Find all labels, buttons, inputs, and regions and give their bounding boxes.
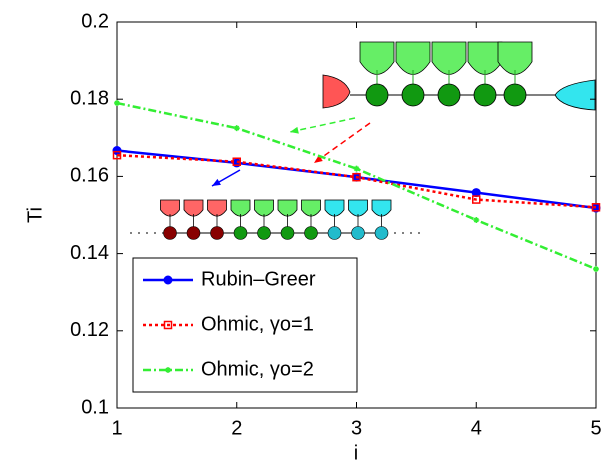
arrow-head: [290, 126, 299, 134]
legend-label: Ohmic, γo=2: [201, 358, 314, 380]
chain-mass: [437, 83, 461, 107]
arrow-head: [212, 178, 221, 186]
marker: [472, 195, 481, 204]
bath-cup: [254, 199, 274, 217]
chain-mass: [280, 226, 295, 240]
bath-cup: [497, 41, 533, 75]
bath-cup: [277, 199, 298, 217]
x-tick-label: 4: [471, 417, 482, 439]
chain-mass: [304, 226, 318, 240]
bath-cup: [431, 41, 467, 75]
bath-cup: [324, 199, 345, 217]
marker: [163, 320, 173, 330]
right-bath: [554, 79, 596, 111]
y-tick-label: 0.2: [81, 10, 109, 32]
x-axis-label: i: [354, 442, 358, 464]
x-tick-label: 3: [351, 417, 362, 439]
y-tick-label: 0.12: [70, 319, 109, 341]
marker: [233, 125, 240, 132]
bath-cup: [395, 41, 431, 75]
bath-cup: [230, 199, 251, 217]
pointer-arrow: [289, 117, 356, 133]
chain-mass: [257, 226, 271, 240]
chain-mass: [327, 226, 342, 240]
marker: [232, 157, 241, 166]
chain-mass: [351, 226, 365, 240]
y-tick-label: 0.18: [70, 87, 109, 109]
chain-mass: [210, 226, 224, 240]
pointer-arrow: [313, 122, 371, 164]
left-bath: [322, 74, 351, 109]
inset-diagrams: [130, 41, 596, 240]
y-tick-label: 0.1: [81, 396, 109, 418]
y-tick-label: 0.14: [70, 242, 109, 264]
marker: [112, 146, 122, 156]
marker: [114, 100, 120, 107]
x-tick-label: 1: [111, 417, 122, 439]
marker: [593, 266, 599, 273]
chain-mass: [473, 83, 497, 107]
bath-cup: [183, 199, 204, 217]
x-tick-label: 5: [590, 417, 601, 439]
marker: [353, 165, 360, 172]
legend-label: Rubin–Greer: [201, 268, 316, 290]
marker: [112, 150, 122, 160]
bath-cup: [301, 199, 321, 217]
chain-mass: [186, 226, 201, 240]
bath-cup: [371, 199, 392, 217]
bath-cup: [467, 41, 503, 75]
chain-mass: [365, 83, 389, 107]
bath-cup: [207, 199, 227, 217]
y-axis-label: Ti: [24, 207, 46, 223]
series-line: [116, 101, 597, 271]
bath-cup: [348, 199, 368, 217]
marker: [165, 367, 171, 373]
bath-cup: [359, 41, 395, 75]
marker: [163, 275, 173, 285]
marker: [352, 172, 361, 182]
legend-label: Ohmic, γo=1: [201, 313, 314, 335]
chain-mass: [401, 83, 425, 107]
series-line: [116, 153, 597, 209]
arrow-head: [314, 155, 323, 163]
marker: [591, 203, 601, 212]
chain-mass: [374, 226, 389, 240]
chain-mass: [233, 226, 248, 240]
y-tick-label: 0.16: [70, 165, 109, 187]
marker: [473, 217, 480, 224]
chain-mass: [163, 226, 177, 240]
chain-mass: [503, 83, 527, 107]
bath-cup: [160, 199, 180, 217]
x-tick-label: 2: [231, 417, 242, 439]
